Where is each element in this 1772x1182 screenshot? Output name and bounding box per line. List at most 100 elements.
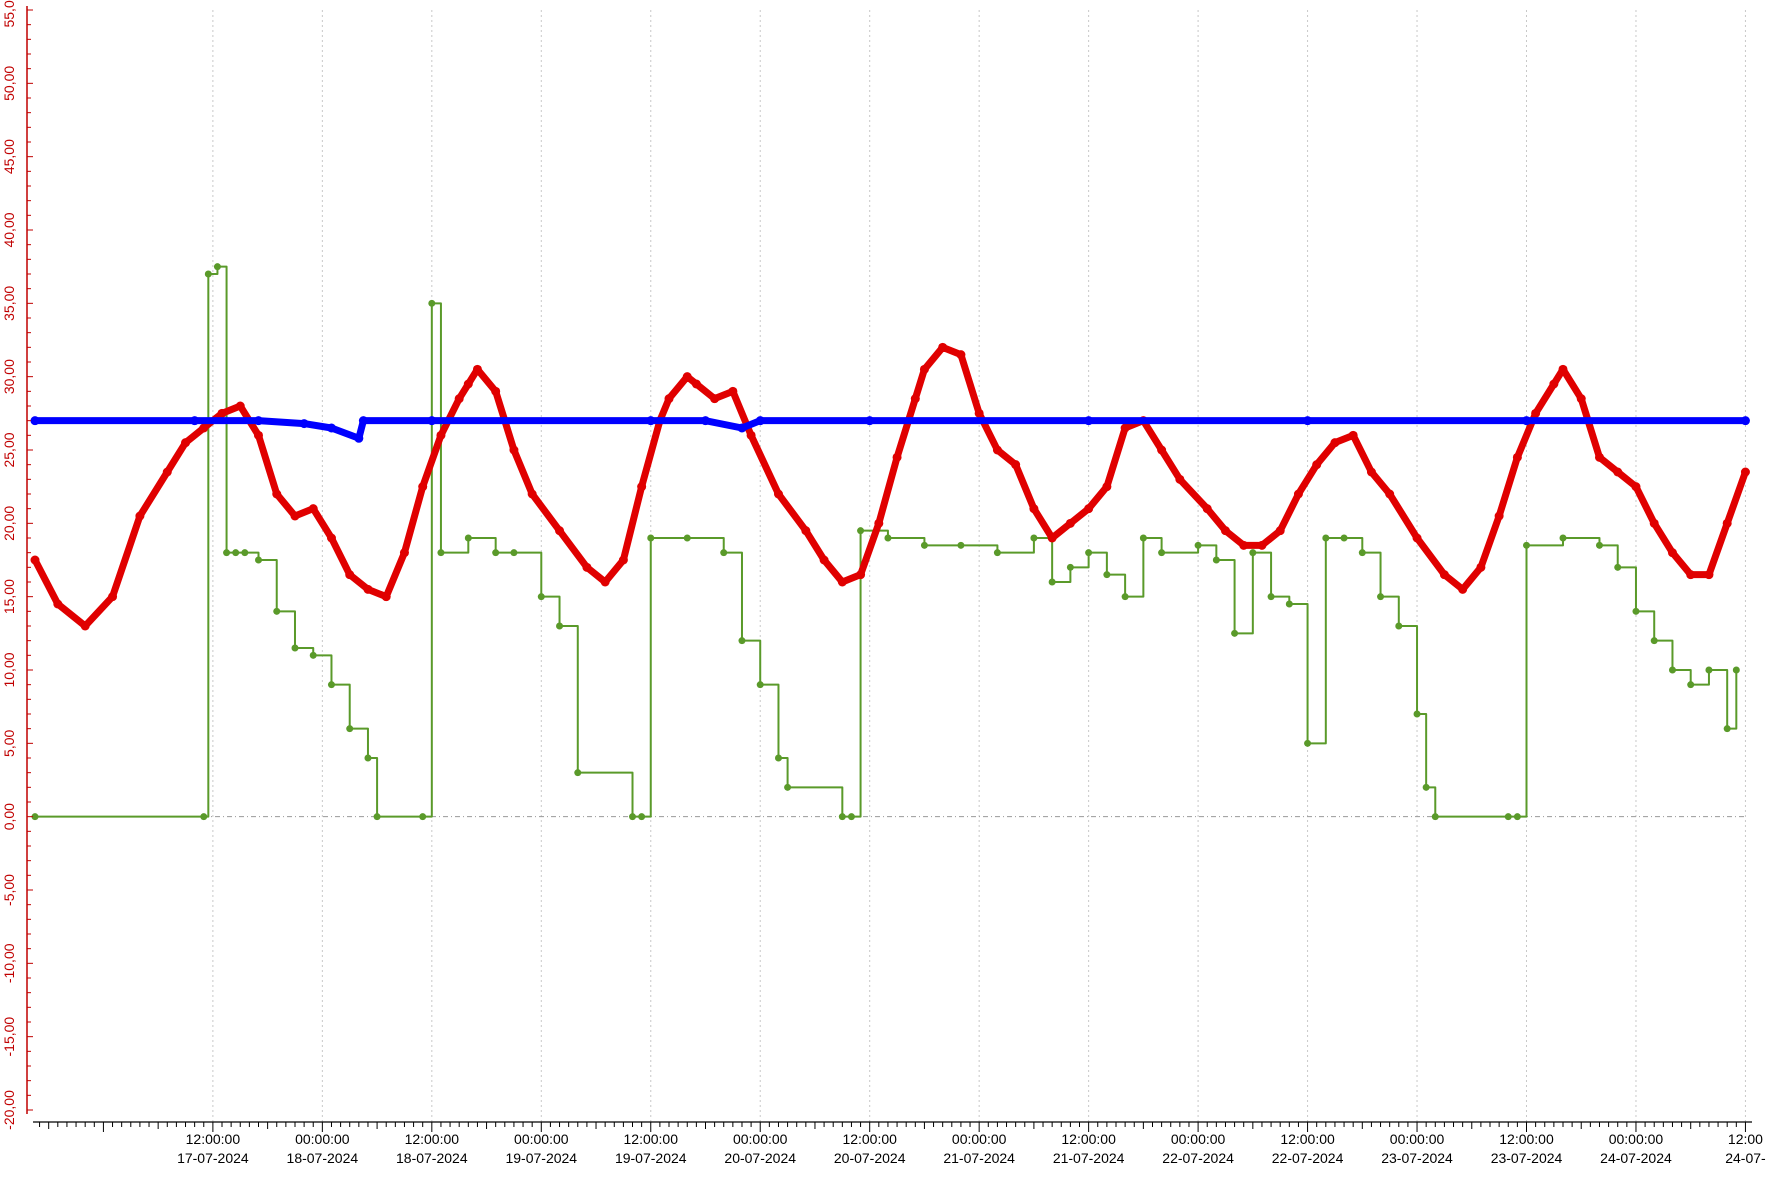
x-tick-date-label: 19-07-2024 <box>615 1150 687 1166</box>
series-0-point <box>135 511 145 521</box>
y-tick-label: 40,00 <box>1 212 17 247</box>
y-tick-label: 35,00 <box>1 286 17 321</box>
series-2-point <box>327 681 335 689</box>
series-1-line <box>31 417 1749 442</box>
series-2-point <box>1395 622 1403 630</box>
series-0-point <box>1667 548 1677 558</box>
series-2-point <box>510 549 518 557</box>
series-2-point <box>774 754 782 762</box>
series-0-point <box>1120 423 1130 433</box>
x-tick-time-label: 00:00:00 <box>514 1131 569 1147</box>
series-2-point <box>241 549 249 557</box>
series-2-point <box>223 549 231 557</box>
x-tick-time-label: 00:00:00 <box>295 1131 350 1147</box>
series-0-point <box>1512 452 1522 462</box>
series-0-point <box>1740 467 1750 477</box>
series-0-point <box>1594 452 1604 462</box>
series-0-point <box>582 562 592 572</box>
series-2-point <box>1121 593 1129 601</box>
y-tick-label: 50,00 <box>1 66 17 101</box>
x-tick-time-label: 00:00:00 <box>733 1131 788 1147</box>
series-0-point <box>1549 379 1559 389</box>
y-axis: 55,00 50,00 45,00 40,00 35,00 30,00 25,00 20,00… <box>1 0 33 1130</box>
series-0-point <box>1476 562 1486 572</box>
series-2-point <box>1632 607 1640 615</box>
series-1-point <box>30 416 40 426</box>
series-0-point <box>1011 460 1021 470</box>
series-1-point <box>737 423 747 433</box>
series-0-point <box>1220 526 1230 536</box>
series-0-point <box>1157 445 1167 455</box>
series-0-point <box>1275 526 1285 536</box>
series-2-point <box>1340 534 1348 542</box>
x-tick-time-label: 00:00:00 <box>1390 1131 1445 1147</box>
series-0-point <box>509 445 519 455</box>
x-tick-time-label: 00:00:00 <box>952 1131 1007 1147</box>
series-0-point <box>1330 438 1340 448</box>
series-0-point <box>454 394 464 404</box>
series-0-point <box>919 364 929 374</box>
x-tick-date-label: 24-07- <box>1725 1150 1766 1166</box>
y-tick-label: 25,00 <box>1 432 17 467</box>
series-0-point <box>308 504 318 514</box>
series-0-point <box>1257 540 1267 550</box>
series-2-point <box>1614 563 1622 571</box>
series-0-point <box>938 342 948 352</box>
series-0-point <box>682 372 692 382</box>
series-2-point <box>1139 534 1147 542</box>
series-2-point <box>1422 783 1430 791</box>
series-2-point <box>254 556 262 564</box>
series-0-point <box>874 518 884 528</box>
x-tick-time-label: 12:00 <box>1728 1131 1763 1147</box>
series-2-point <box>346 725 354 733</box>
x-tick-date-label: 19-07-2024 <box>505 1150 577 1166</box>
series-0-point <box>217 408 227 418</box>
series-2-point <box>1249 549 1257 557</box>
series-2-point <box>1504 813 1512 821</box>
series-0-point <box>272 489 282 499</box>
series-2-point <box>1267 593 1275 601</box>
series-0-point <box>527 489 537 499</box>
series-2-point <box>1158 549 1166 557</box>
series-0-point <box>746 430 756 440</box>
y-tick-label: 45,00 <box>1 139 17 174</box>
series-0-point <box>710 394 720 404</box>
x-tick-date-label: 23-07-2024 <box>1381 1150 1453 1166</box>
series-0-point <box>555 526 565 536</box>
series-0-point <box>1239 540 1249 550</box>
series-0-point <box>691 379 701 389</box>
series-2-point <box>647 534 655 542</box>
series-2-point <box>857 527 865 535</box>
x-tick-date-label: 21-07-2024 <box>943 1150 1015 1166</box>
vertical-gridlines <box>212 10 1746 1122</box>
series-0-point <box>53 599 63 609</box>
x-tick-date-label: 18-07-2024 <box>396 1150 468 1166</box>
series-0-point <box>381 592 391 602</box>
series-0-point <box>956 350 966 360</box>
series-2-point <box>1030 534 1038 542</box>
series-1-point <box>755 416 765 426</box>
series-0-point <box>1029 504 1039 514</box>
series-0-point <box>345 570 355 580</box>
series-1-point <box>299 419 309 429</box>
series-2-point <box>884 534 892 542</box>
series-1 <box>30 416 1750 443</box>
series-2-point <box>1285 600 1293 608</box>
series-2-point <box>492 549 500 557</box>
series-0-point <box>181 438 191 448</box>
series-2-point <box>437 549 445 557</box>
y-tick-label: 0,00 <box>1 803 17 830</box>
series-0-point <box>199 423 209 433</box>
series-2-point <box>1066 563 1074 571</box>
series-0-point <box>399 548 409 558</box>
series-2-point <box>756 681 764 689</box>
series-0-point <box>1348 430 1358 440</box>
series-0-point <box>910 394 920 404</box>
x-tick-date-label: 22-07-2024 <box>1272 1150 1344 1166</box>
x-tick-time-label: 00:00:00 <box>1609 1131 1664 1147</box>
series-2-point <box>428 299 436 307</box>
series-2-point <box>720 549 728 557</box>
series-2-point <box>957 541 965 549</box>
series-2-point <box>1377 593 1385 601</box>
series-0-point <box>1458 584 1468 594</box>
